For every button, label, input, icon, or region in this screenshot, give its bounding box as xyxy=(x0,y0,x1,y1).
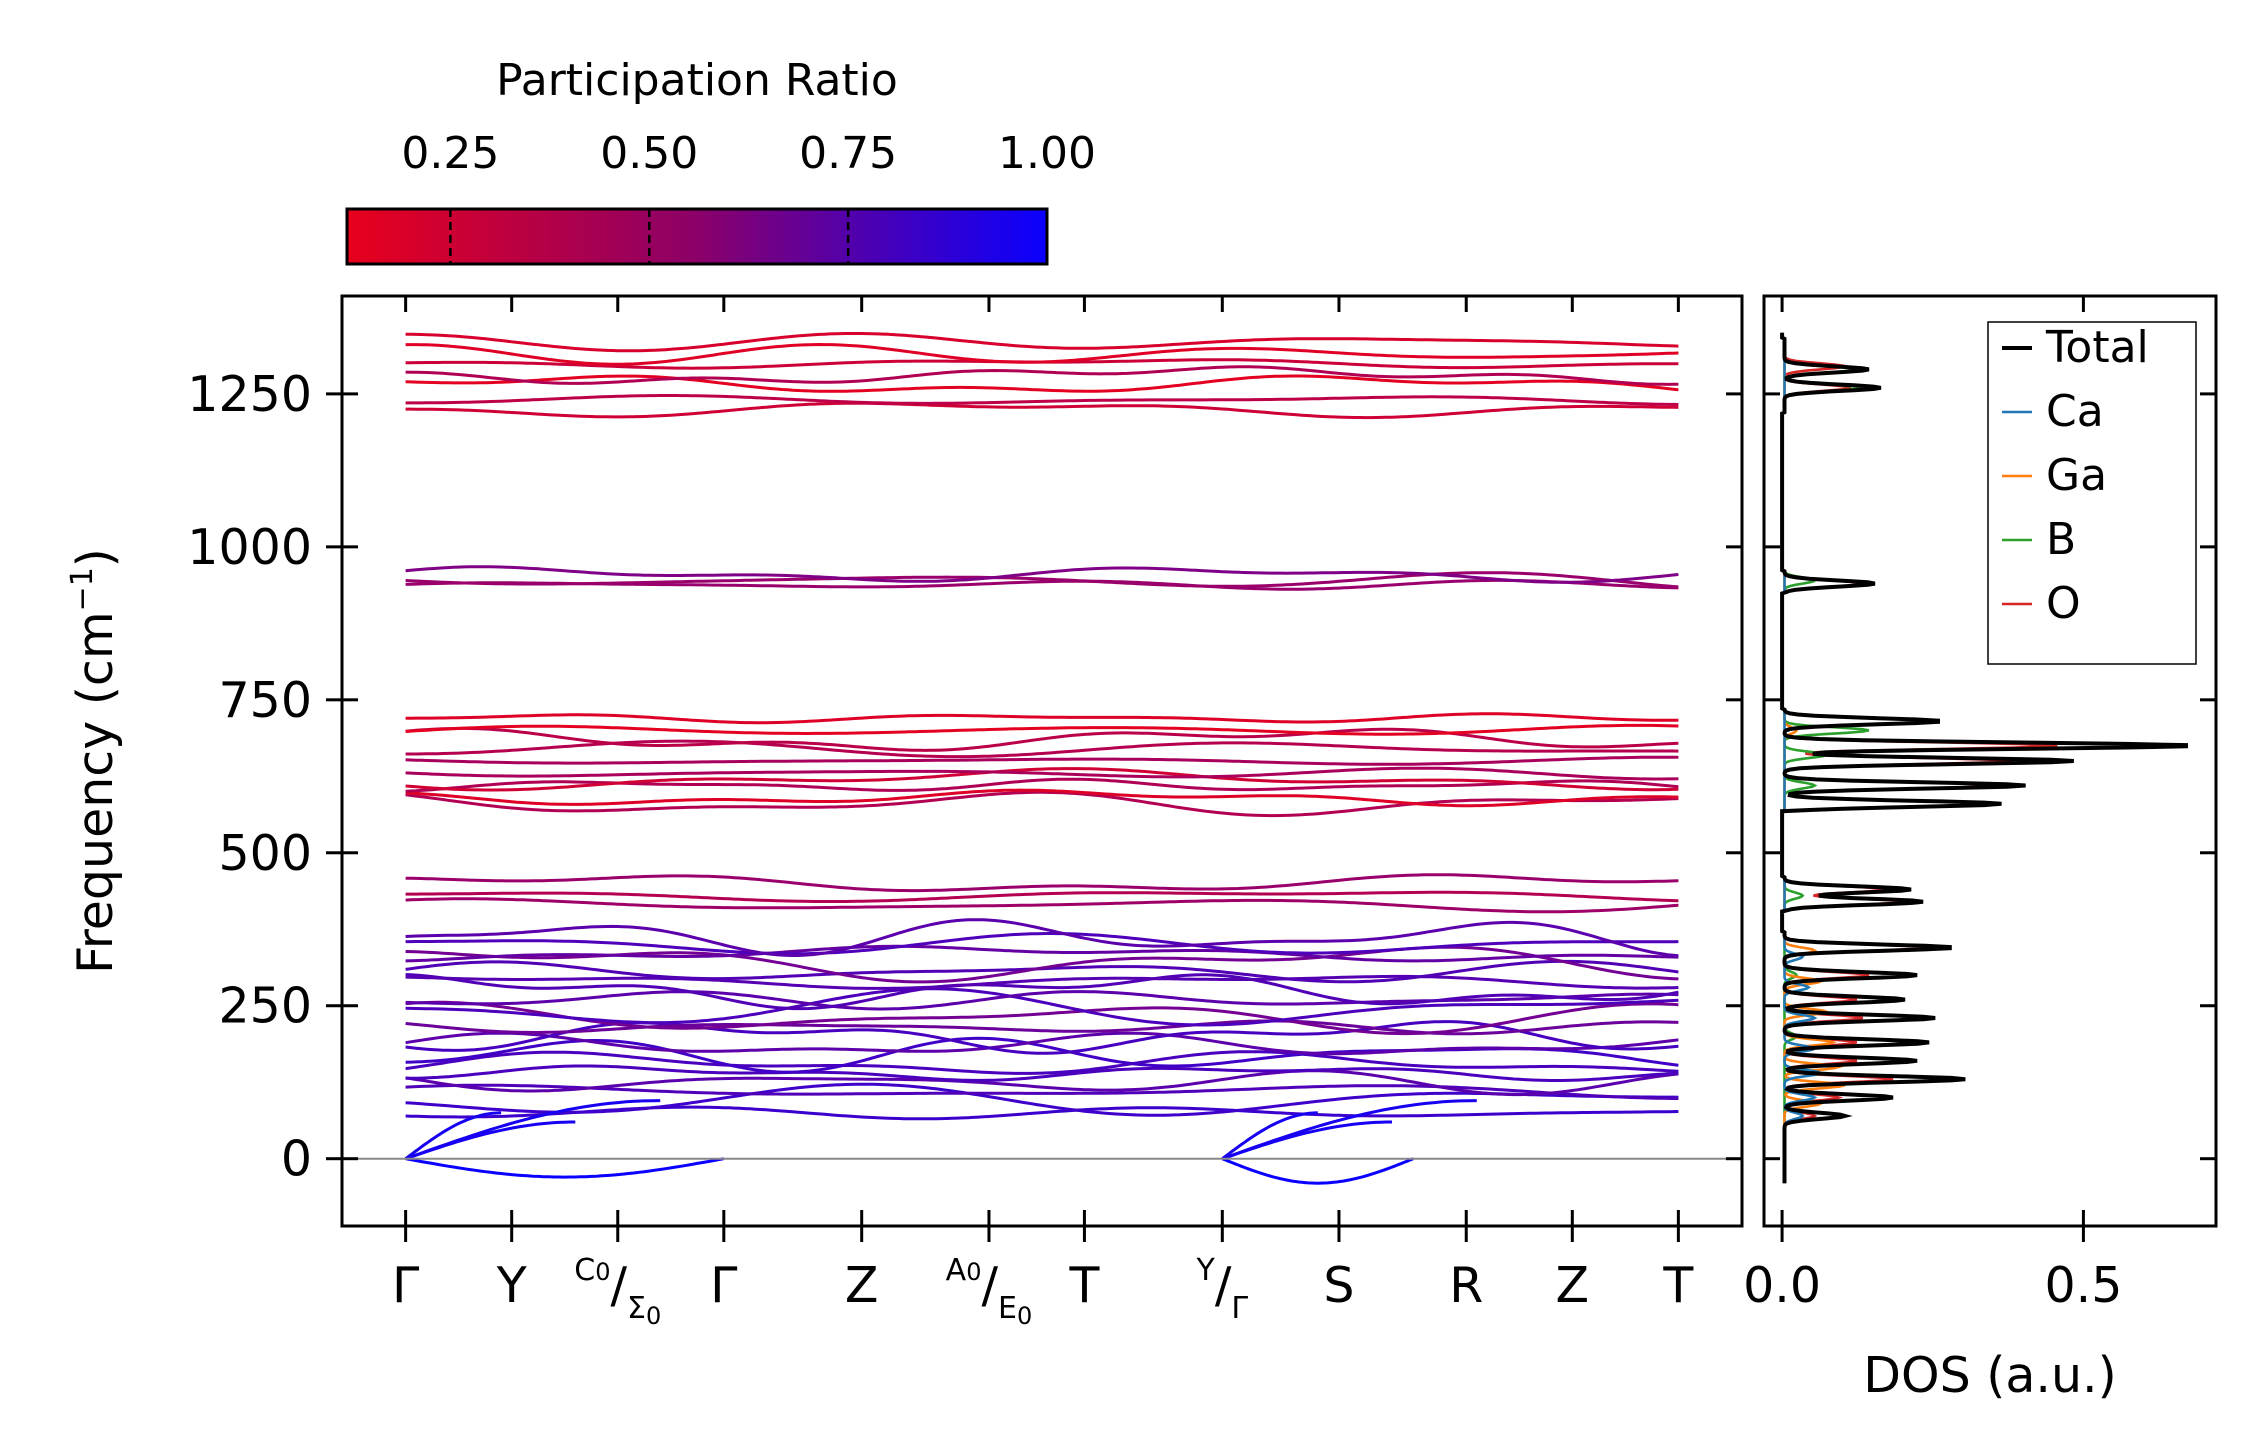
x-tick-label: T xyxy=(1068,1257,1100,1314)
phonon-band xyxy=(405,571,1679,589)
phonon-band xyxy=(405,712,1679,725)
dos-panel: 0.0 0.5 DOS (a.u.) Total Ca Ga BO xyxy=(1743,294,2218,1404)
x-tick-label: Γ xyxy=(710,1257,738,1314)
colorbar-tick-label: 0.75 xyxy=(799,128,897,179)
phonon-band xyxy=(405,790,1679,818)
y-tick-label: 0 xyxy=(281,1131,312,1188)
dos-x-tick-label: 0.5 xyxy=(2044,1257,2122,1314)
phonon-band xyxy=(405,739,1679,759)
phonon-band xyxy=(405,365,1679,386)
legend-label-total: Total xyxy=(2045,322,2149,373)
dispersion-panel: 0 250 500 750 1000 1250 Γ Y C0/Σ0 Γ Z A0/E0 T Y/Γ S R Z… xyxy=(65,294,1744,1330)
phonon-band xyxy=(405,1031,1679,1056)
acoustic-band xyxy=(404,1111,502,1160)
acoustic-band xyxy=(1221,1099,1477,1161)
x-tick-label: A0/E0 xyxy=(946,1253,1033,1330)
acoustic-band xyxy=(405,1157,725,1179)
colorbar-title: Participation Ratio xyxy=(496,55,898,106)
y-tick-label: 750 xyxy=(218,672,312,729)
x-tick-label: Y xyxy=(496,1257,528,1314)
dos-line-total xyxy=(1780,332,2188,1184)
phonon-band xyxy=(405,332,1679,353)
phonon-band xyxy=(405,342,1679,366)
legend-label-o: O xyxy=(2046,578,2081,629)
legend-frame xyxy=(1987,321,2197,665)
acoustic-band xyxy=(405,1099,661,1161)
phonon-band xyxy=(405,767,1679,792)
y-axis-label-main: Frequency (cm xyxy=(67,611,124,974)
phonon-band xyxy=(405,1064,1679,1082)
phonon-band xyxy=(405,374,1679,393)
phonon-band xyxy=(405,987,1679,1027)
y-tick-label: 250 xyxy=(218,978,312,1035)
phonon-band xyxy=(405,1050,1679,1075)
x-tick-label: S xyxy=(1323,1257,1354,1314)
colorbar: Participation Ratio 0.25 0.50 0.75 1.00 xyxy=(345,55,1096,266)
y-tick-label: 1000 xyxy=(187,519,312,576)
phonon-band xyxy=(405,1069,1679,1097)
phonon-band xyxy=(405,401,1679,420)
dispersion-axes-frame xyxy=(340,294,1744,1228)
colorbar-tick-label: 1.00 xyxy=(998,128,1096,179)
phonon-band xyxy=(405,726,1679,752)
phonon-band xyxy=(405,788,1679,808)
dos-axes-frame xyxy=(1762,294,2218,1228)
phonon-band xyxy=(405,723,1679,736)
phonon-band xyxy=(405,565,1679,584)
legend-label-ca: Ca xyxy=(2046,386,2104,437)
dos-legend: Total Ca Ga BO xyxy=(1987,321,2197,665)
phonon-band xyxy=(405,973,1679,1011)
x-tick-label: Z xyxy=(845,1257,879,1314)
y-tick-label: 500 xyxy=(218,825,312,882)
colorbar-tick-label: 0.25 xyxy=(401,128,499,179)
phonon-band xyxy=(405,990,1679,1011)
x-tick-label: Γ xyxy=(392,1257,420,1314)
legend-label-b: B xyxy=(2046,514,2076,565)
phonon-band xyxy=(405,897,1679,914)
y-axis-label-exponent: −1 xyxy=(65,567,100,611)
phonon-band xyxy=(405,873,1679,893)
phonon-band xyxy=(405,1019,1679,1036)
phonon-band xyxy=(405,944,1679,963)
phonon-band xyxy=(405,394,1679,406)
phonon-band xyxy=(405,1082,1679,1117)
phonon-band xyxy=(405,974,1679,990)
x-tick-label: Z xyxy=(1556,1257,1590,1314)
dos-x-tick-label: 0.0 xyxy=(1743,1257,1821,1314)
legend-label-ga: Ga xyxy=(2046,450,2107,501)
acoustic-band xyxy=(1221,1111,1318,1160)
y-axis-label-close: ) xyxy=(67,548,124,567)
phonon-band xyxy=(405,932,1679,956)
x-tick-label: R xyxy=(1449,1257,1483,1314)
phonon-band xyxy=(405,1000,1679,1036)
phonon-band xyxy=(405,755,1679,766)
phonon-band xyxy=(405,1083,1679,1100)
x-tick-label: Y/Γ xyxy=(1196,1253,1249,1326)
y-tick-label: 1250 xyxy=(187,366,312,423)
x-tick-label: T xyxy=(1662,1257,1694,1314)
dos-x-axis-label: DOS (a.u.) xyxy=(1863,1347,2116,1404)
y-axis-label: Frequency (cm−1) xyxy=(65,548,124,974)
acoustic-band xyxy=(1221,1157,1414,1185)
colorbar-tick-label: 0.50 xyxy=(600,128,698,179)
x-tick-label: C0/Σ0 xyxy=(574,1253,661,1330)
phonon-band xyxy=(405,918,1679,958)
colorbar-gradient xyxy=(345,207,1049,266)
phonon-band xyxy=(405,766,1679,781)
phonon-band xyxy=(405,890,1679,903)
